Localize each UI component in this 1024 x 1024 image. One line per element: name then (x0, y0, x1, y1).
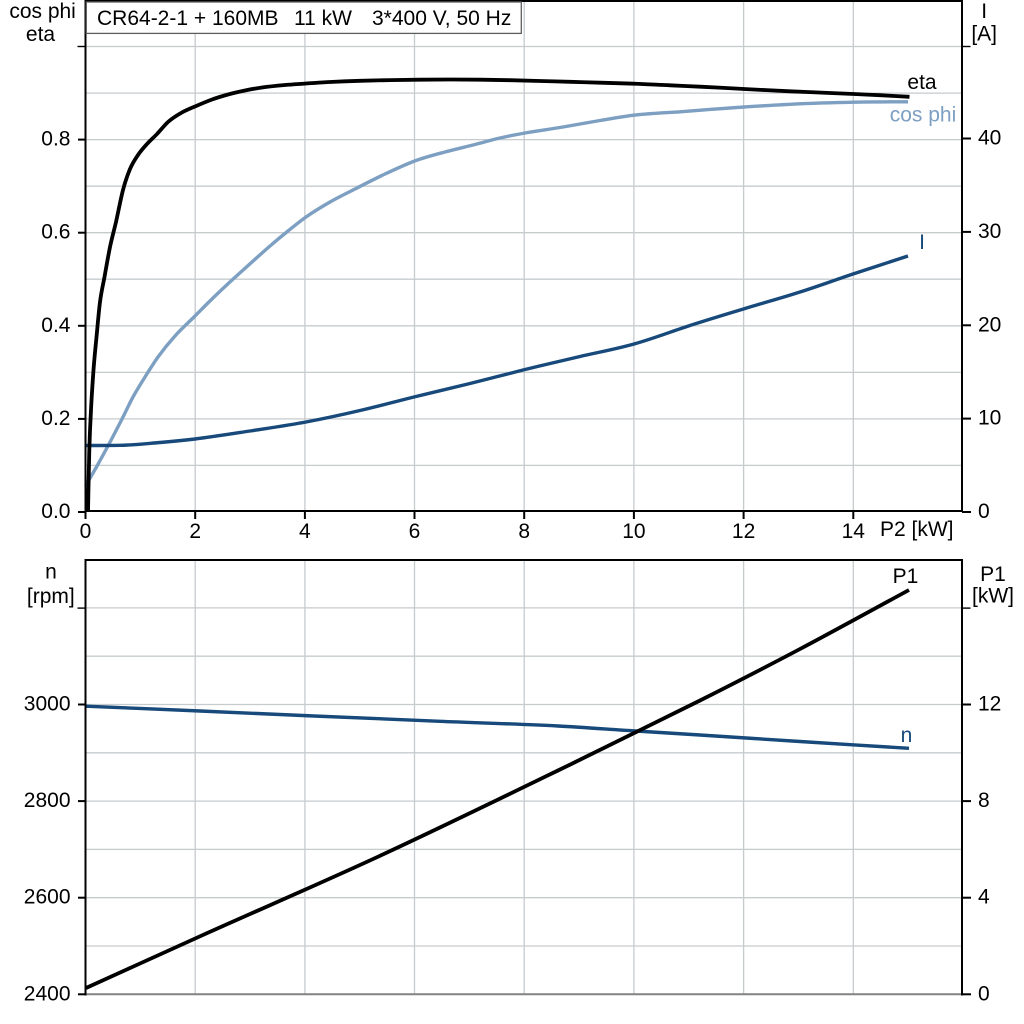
svg-text:0: 0 (978, 500, 990, 523)
svg-text:P2 [kW]: P2 [kW] (880, 518, 954, 541)
svg-text:[rpm]: [rpm] (27, 585, 75, 608)
svg-text:2800: 2800 (24, 789, 71, 812)
svg-text:14: 14 (842, 520, 866, 543)
svg-text:[A]: [A] (971, 23, 997, 46)
svg-text:0.2: 0.2 (41, 407, 70, 430)
svg-text:2600: 2600 (24, 886, 71, 909)
svg-text:2400: 2400 (24, 982, 71, 1005)
svg-text:4: 4 (978, 886, 990, 909)
svg-text:10: 10 (978, 407, 1001, 430)
svg-text:6: 6 (409, 520, 421, 543)
svg-text:I: I (981, 0, 987, 23)
svg-text:30: 30 (978, 220, 1001, 243)
svg-text:[kW]: [kW] (972, 585, 1014, 608)
svg-text:I: I (919, 231, 925, 254)
svg-text:0.8: 0.8 (41, 128, 70, 151)
svg-text:8: 8 (518, 520, 530, 543)
svg-text:n: n (45, 561, 57, 584)
svg-text:2: 2 (189, 520, 201, 543)
svg-text:eta: eta (907, 71, 937, 94)
svg-text:12: 12 (978, 693, 1001, 716)
svg-text:10: 10 (622, 520, 645, 543)
svg-text:4: 4 (299, 520, 311, 543)
svg-text:3*400 V, 50 Hz: 3*400 V, 50 Hz (372, 7, 511, 30)
svg-text:0: 0 (80, 520, 92, 543)
svg-text:n: n (901, 724, 913, 747)
svg-text:cos phi: cos phi (890, 104, 957, 127)
svg-text:0: 0 (978, 982, 990, 1005)
svg-text:40: 40 (978, 127, 1001, 150)
svg-text:12: 12 (732, 520, 755, 543)
svg-text:cos phi: cos phi (9, 0, 76, 23)
svg-text:3000: 3000 (24, 693, 71, 716)
svg-text:0.6: 0.6 (41, 221, 70, 244)
svg-text:eta: eta (26, 23, 56, 46)
svg-text:P1: P1 (980, 563, 1006, 586)
svg-text:P1: P1 (893, 565, 919, 588)
svg-text:8: 8 (978, 789, 990, 812)
svg-text:11 kW: 11 kW (294, 7, 352, 30)
svg-text:20: 20 (978, 313, 1001, 336)
svg-text:CR64-2-1 + 160MB: CR64-2-1 + 160MB (97, 7, 279, 30)
svg-text:0.0: 0.0 (41, 500, 70, 523)
svg-text:0.4: 0.4 (41, 314, 71, 337)
